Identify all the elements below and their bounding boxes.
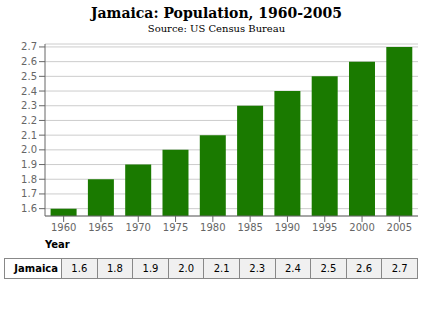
svg-text:1.8: 1.8: [21, 174, 37, 185]
html-text:2.6: 2.6: [356, 263, 372, 274]
svg-text:2.0: 2.0: [21, 144, 37, 155]
svg-text:1975: 1975: [163, 222, 188, 233]
html-text:1.9: 1.9: [142, 263, 159, 274]
svg-text:2005: 2005: [387, 222, 412, 233]
html-text:Year: Year: [45, 239, 70, 250]
svg-text:2.5: 2.5: [21, 71, 37, 82]
html-text:Source: US Census Bureau: Source: US Census Bureau: [147, 23, 286, 34]
svg-text:1.9: 1.9: [21, 159, 37, 170]
svg-text:2.7: 2.7: [21, 41, 37, 52]
svg-text:2.1: 2.1: [21, 130, 37, 141]
svg-text:2.2: 2.2: [21, 115, 37, 126]
svg-text:1.7: 1.7: [21, 188, 37, 199]
svg-text:1960: 1960: [51, 222, 76, 233]
svg-text:1970: 1970: [126, 222, 151, 233]
html-text:1.8: 1.8: [106, 263, 123, 274]
svg-text:2.4: 2.4: [21, 86, 37, 97]
svg-text:2.3: 2.3: [21, 100, 37, 111]
html-text:2.0: 2.0: [178, 263, 194, 274]
html-text:Jamaica: Jamaica: [14, 263, 58, 274]
html-text:Jamaica: Population, 1960-2005: Jamaica: Population, 1960-2005: [90, 5, 343, 21]
html-text:2.3: 2.3: [249, 263, 266, 274]
svg-text:2000: 2000: [349, 222, 374, 233]
svg-text:1990: 1990: [275, 222, 300, 233]
svg-text:1965: 1965: [88, 222, 113, 233]
html-text:2.5: 2.5: [320, 263, 337, 274]
svg-text:1985: 1985: [237, 222, 262, 233]
svg-text:1.6: 1.6: [21, 203, 37, 214]
html-text:1.6: 1.6: [71, 263, 88, 274]
svg-text:2.6: 2.6: [21, 56, 37, 67]
html-text:2.4: 2.4: [284, 263, 301, 274]
svg-text:1995: 1995: [312, 222, 337, 233]
html-text:2.1: 2.1: [213, 263, 230, 274]
svg-text:1980: 1980: [200, 222, 225, 233]
html-text:2.7: 2.7: [391, 263, 408, 274]
